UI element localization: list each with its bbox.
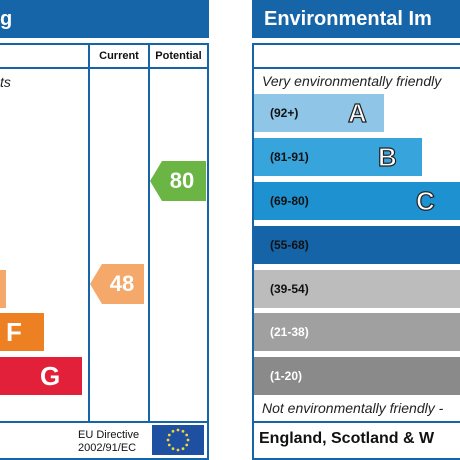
right-band-b: (81-91) B bbox=[254, 138, 422, 176]
right-panel-title: Environmental Im bbox=[264, 8, 432, 30]
potential-rating-arrow bbox=[150, 161, 206, 201]
right-band-f: (21-38) bbox=[254, 313, 460, 351]
country-label: England, Scotland & W bbox=[259, 430, 435, 447]
current-column-header: Current bbox=[99, 50, 139, 62]
potential-column-divider bbox=[148, 43, 150, 421]
right-band-f-range: (21-38) bbox=[270, 325, 309, 339]
right-band-b-range: (81-91) bbox=[270, 150, 309, 164]
right-band-a: (92+) A bbox=[254, 94, 384, 132]
eu-directive-line2: 2002/91/EC bbox=[78, 442, 137, 454]
left-band-g: G bbox=[0, 357, 82, 395]
right-band-c-range: (69-80) bbox=[270, 194, 309, 208]
right-band-e-range: (39-54) bbox=[270, 282, 309, 296]
right-band-g: (1-20) bbox=[254, 357, 460, 395]
right-band-g-range: (1-20) bbox=[270, 369, 303, 383]
right-top-label: Very environmentally friendly bbox=[262, 73, 442, 89]
right-band-c-letter: C bbox=[415, 185, 435, 216]
eu-flag-icon bbox=[152, 425, 204, 455]
right-panel-header: Environmental Im bbox=[252, 0, 460, 38]
potential-rating-value: 80 bbox=[169, 168, 195, 193]
right-footer-divider bbox=[252, 421, 460, 423]
left-panel-title: g bbox=[0, 8, 13, 30]
right-band-e: (39-54) bbox=[254, 270, 460, 308]
left-header-divider bbox=[0, 67, 209, 69]
right-band-d-range: (55-68) bbox=[270, 238, 309, 252]
left-band-g-letter: G bbox=[40, 361, 61, 391]
left-top-label: ts bbox=[0, 74, 11, 90]
left-band-e bbox=[0, 270, 6, 308]
eu-directive-line1: EU Directive bbox=[78, 429, 140, 441]
current-rating-arrow bbox=[90, 264, 144, 304]
left-band-f: F bbox=[0, 313, 44, 351]
right-band-a-letter: A bbox=[347, 97, 367, 128]
potential-column-header: Potential bbox=[155, 50, 202, 62]
current-column-divider bbox=[88, 43, 90, 421]
right-bottom-label: Not environmentally friendly - bbox=[262, 400, 444, 416]
left-panel-frame bbox=[0, 43, 209, 460]
right-panel-frame bbox=[252, 43, 460, 460]
right-band-a-range: (92+) bbox=[270, 106, 299, 120]
right-header-divider bbox=[252, 67, 460, 69]
right-band-d: (55-68) bbox=[254, 226, 460, 264]
current-rating-value: 48 bbox=[109, 271, 135, 296]
left-footer-divider bbox=[0, 421, 209, 423]
right-band-b-letter: B bbox=[377, 141, 397, 172]
right-band-c: (69-80) C bbox=[254, 182, 460, 220]
left-band-f-letter: F bbox=[6, 317, 22, 347]
left-panel-header: g bbox=[0, 0, 209, 38]
